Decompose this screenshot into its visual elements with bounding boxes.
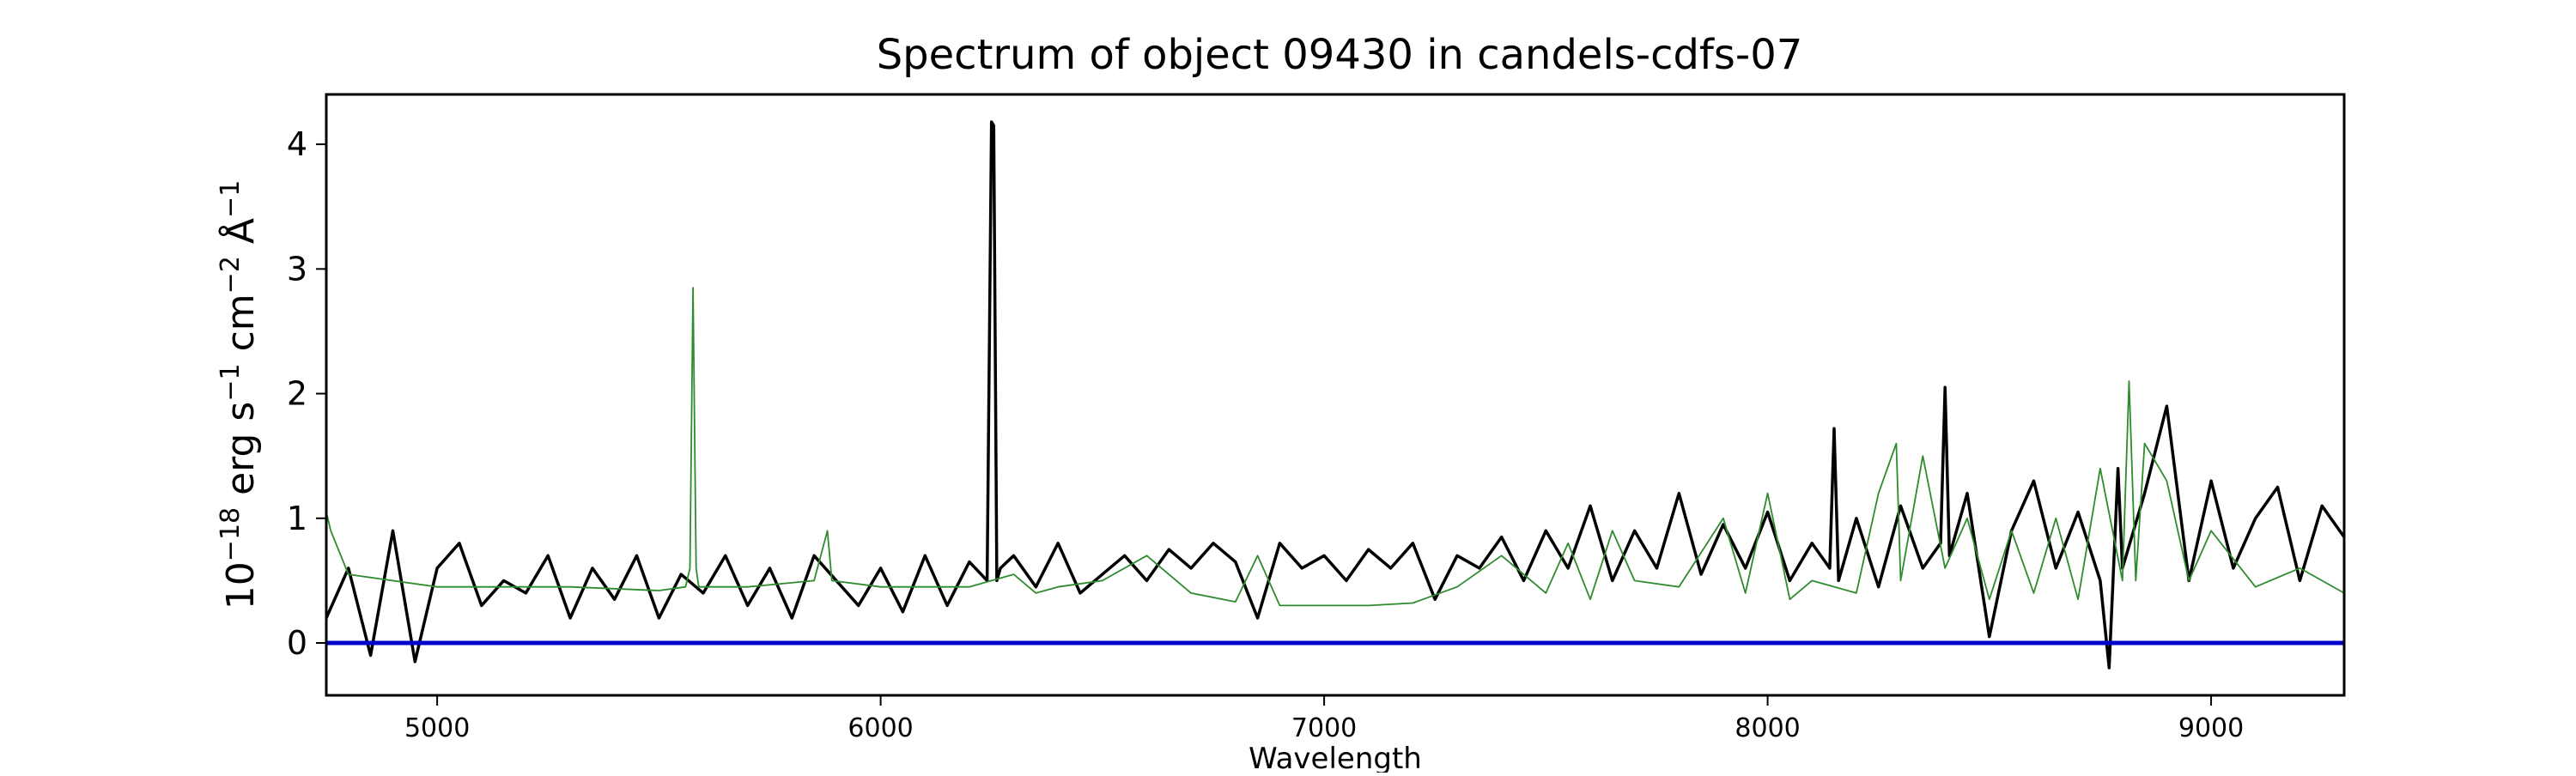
y-label-base: 10 bbox=[219, 561, 263, 609]
y-label-cm: cm bbox=[219, 294, 263, 363]
x-axis-label: Wavelength bbox=[1249, 742, 1422, 773]
x-axis-ticks: 5000 6000 7000 8000 9000 bbox=[404, 695, 2244, 743]
plot-series bbox=[325, 120, 2346, 670]
y-axis-label: 10−18 erg s−1 cm−2 Å−1 bbox=[216, 180, 264, 609]
x-tick-label: 6000 bbox=[848, 713, 913, 743]
y-tick-label: 0 bbox=[287, 624, 307, 662]
y-tick-label: 1 bbox=[287, 500, 307, 537]
y-tick-label: 2 bbox=[287, 375, 307, 413]
y-label-angstrom-exponent: −1 bbox=[216, 180, 246, 218]
y-axis-ticks: 0 1 2 3 4 bbox=[287, 125, 326, 662]
x-tick-label: 5000 bbox=[404, 713, 470, 743]
series-line-sky bbox=[325, 287, 2345, 607]
y-label-cm-exponent: −2 bbox=[216, 256, 246, 294]
x-tick-label: 8000 bbox=[1735, 713, 1800, 743]
y-tick-label: 4 bbox=[287, 125, 307, 163]
y-label-erg-s: erg s bbox=[219, 402, 263, 507]
series-line-flux bbox=[325, 120, 2346, 670]
y-label-s-exponent: −1 bbox=[216, 363, 246, 401]
plot-frame bbox=[325, 93, 2346, 697]
y-label-angstrom: Å bbox=[217, 218, 263, 256]
x-tick-label: 9000 bbox=[2178, 713, 2244, 743]
chart-title: Spectrum of object 09430 in candels-cdfs… bbox=[877, 31, 1803, 79]
x-tick-label: 7000 bbox=[1291, 713, 1357, 743]
y-tick-label: 3 bbox=[287, 250, 307, 288]
y-label-exponent: −18 bbox=[216, 507, 246, 561]
